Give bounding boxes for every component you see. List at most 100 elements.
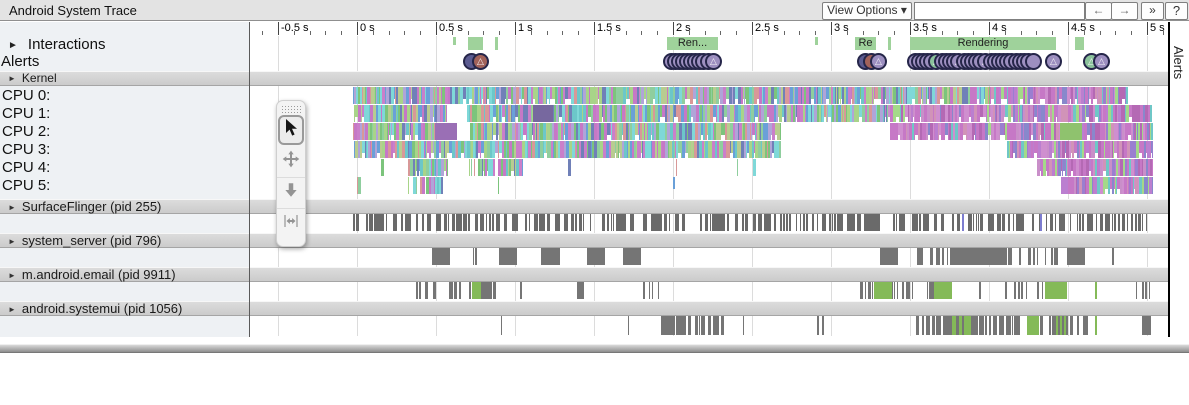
interaction-bar-re[interactable]: Re bbox=[855, 37, 876, 50]
zoom-tool-button[interactable] bbox=[277, 177, 305, 206]
trace-slice bbox=[775, 123, 777, 135]
trace-slice bbox=[526, 123, 527, 140]
trace-slice bbox=[643, 214, 644, 231]
cpu4-track[interactable] bbox=[250, 159, 1168, 177]
cpu3-track[interactable] bbox=[250, 141, 1168, 159]
systemui-header[interactable]: ► android.systemui (pid 1056) bbox=[0, 301, 1168, 316]
trace-slice bbox=[508, 87, 511, 99]
trace-slice bbox=[388, 141, 391, 158]
trace-slice bbox=[1021, 123, 1023, 140]
trace-slice bbox=[912, 123, 914, 140]
interaction-bar[interactable] bbox=[495, 37, 498, 50]
trace-slice bbox=[1093, 87, 1095, 99]
trace-slice bbox=[621, 87, 623, 104]
interaction-bar-ren[interactable]: Ren... bbox=[667, 37, 718, 50]
trace-slice bbox=[596, 87, 598, 104]
trace-slice bbox=[611, 87, 613, 104]
timing-tool-button[interactable] bbox=[277, 208, 305, 237]
trace-slice bbox=[433, 141, 434, 153]
trace-slice bbox=[989, 105, 990, 117]
trace-slice bbox=[428, 123, 431, 140]
trace-slice bbox=[658, 141, 661, 158]
find-next-button[interactable]: → bbox=[1111, 2, 1138, 20]
system-server-track[interactable] bbox=[250, 248, 1168, 266]
trace-slice bbox=[1008, 248, 1009, 265]
alert-icon[interactable]: △ bbox=[1093, 53, 1110, 70]
trace-slice bbox=[927, 214, 929, 231]
trace-slice bbox=[405, 123, 406, 135]
surfaceflinger-header[interactable]: ► SurfaceFlinger (pid 255) bbox=[0, 199, 1168, 214]
alert-icon[interactable] bbox=[1025, 53, 1042, 70]
trace-slice bbox=[618, 141, 619, 158]
trace-slice bbox=[463, 87, 466, 99]
search-box[interactable] bbox=[914, 2, 1085, 20]
kernel-header[interactable]: ► Kernel bbox=[0, 71, 1168, 86]
trace-slice bbox=[893, 105, 896, 122]
trace-slice bbox=[723, 87, 726, 104]
alerts-track[interactable]: △△△△△△△△△ bbox=[250, 53, 1168, 70]
email-track[interactable] bbox=[250, 282, 1168, 300]
trace-slice bbox=[956, 87, 957, 104]
cpu1-track[interactable] bbox=[250, 105, 1168, 123]
trace-slice bbox=[991, 105, 993, 122]
interaction-bar[interactable] bbox=[1075, 37, 1084, 50]
alert-icon[interactable]: △ bbox=[472, 53, 489, 70]
view-options-button[interactable]: View Options ▾ bbox=[822, 2, 912, 20]
find-previous-button[interactable]: ← bbox=[1085, 2, 1112, 20]
alert-icon[interactable]: △ bbox=[705, 53, 722, 70]
trace-slice bbox=[902, 282, 904, 299]
trace-slice bbox=[847, 214, 848, 231]
trace-slice bbox=[832, 214, 833, 231]
trace-slice bbox=[537, 123, 539, 140]
trace-slice bbox=[872, 105, 873, 122]
bottom-scrollbar[interactable] bbox=[0, 344, 1189, 353]
surfaceflinger-track[interactable] bbox=[250, 214, 1168, 232]
expander-icon[interactable]: ► bbox=[8, 40, 18, 51]
trace-slice bbox=[964, 105, 966, 122]
trace-slice bbox=[877, 214, 879, 231]
interaction-bar-rendering[interactable]: Rendering bbox=[910, 37, 1056, 50]
trace-slice bbox=[454, 282, 456, 299]
trace-slice bbox=[995, 105, 996, 122]
trace-slice bbox=[508, 123, 510, 140]
trace-slice bbox=[484, 105, 485, 122]
interactions-track[interactable]: Ren... Re Rendering bbox=[250, 36, 1168, 53]
system-server-header[interactable]: ► system_server (pid 796) bbox=[0, 233, 1168, 248]
interaction-bar[interactable] bbox=[815, 37, 818, 45]
cpu0-track[interactable] bbox=[250, 87, 1168, 105]
trace-slice bbox=[685, 141, 686, 153]
trace-slice bbox=[648, 141, 651, 158]
sidebar-item-alerts: Alerts bbox=[1, 53, 40, 70]
alert-icon[interactable]: △ bbox=[870, 53, 887, 70]
trace-slice bbox=[899, 105, 900, 122]
cpu5-track[interactable] bbox=[250, 177, 1168, 195]
systemui-track[interactable] bbox=[250, 316, 1168, 336]
email-header[interactable]: ► m.android.email (pid 9911) bbox=[0, 267, 1168, 282]
trace-slice bbox=[746, 87, 749, 104]
trace-slice bbox=[687, 87, 690, 99]
trace-slice bbox=[1113, 87, 1114, 104]
alert-icon[interactable]: △ bbox=[1045, 53, 1062, 70]
cpu2-track[interactable] bbox=[250, 123, 1168, 141]
interaction-bar[interactable] bbox=[453, 37, 456, 45]
pan-tool-button[interactable] bbox=[279, 147, 303, 175]
select-tool-button[interactable] bbox=[278, 115, 304, 145]
tool-palette[interactable] bbox=[276, 100, 306, 247]
help-button[interactable]: ? bbox=[1165, 2, 1188, 20]
ruler-minor-tick bbox=[293, 31, 295, 35]
interaction-bar[interactable] bbox=[888, 37, 891, 50]
trace-slice bbox=[958, 316, 959, 335]
sidebar-item-interactions[interactable]: ► Interactions bbox=[8, 36, 106, 53]
trace-slice bbox=[1110, 177, 1112, 189]
search-input[interactable] bbox=[915, 4, 1084, 20]
interaction-bar[interactable] bbox=[468, 37, 483, 50]
trace-slice bbox=[495, 141, 498, 153]
trace-slice bbox=[382, 214, 384, 231]
jump-button[interactable]: » bbox=[1141, 2, 1164, 20]
trace-slice bbox=[385, 141, 388, 158]
palette-drag-handle[interactable] bbox=[281, 105, 301, 113]
trace-slice bbox=[427, 141, 429, 153]
trace-slice bbox=[908, 282, 910, 299]
trace-slice bbox=[1118, 159, 1120, 176]
